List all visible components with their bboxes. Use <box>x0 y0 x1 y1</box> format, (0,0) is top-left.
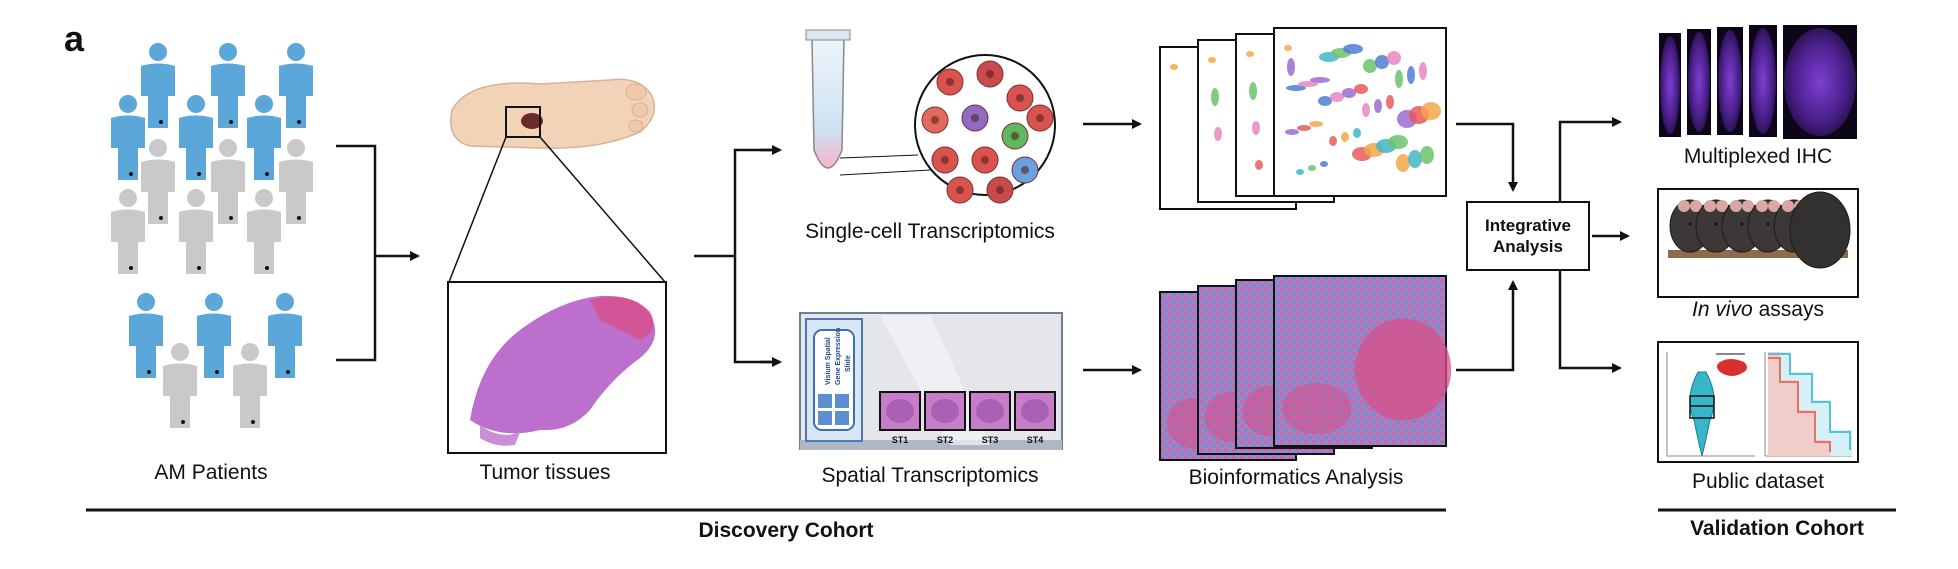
cell-icon <box>1026 104 1054 132</box>
bioinformatics-text: Bioinformatics Analysis <box>1188 466 1404 489</box>
single-cell-illustration <box>805 29 1056 204</box>
cell-icon <box>1011 156 1039 184</box>
arrow-spatial-to-integrative <box>1456 280 1518 372</box>
validation-cohort-text: Validation Cohort <box>1690 517 1864 540</box>
umap-stack <box>1159 27 1447 210</box>
ihc-core-image <box>1685 27 1713 137</box>
cell-icon <box>1001 122 1029 150</box>
multiplexed-ihc-text: Multiplexed IHC <box>1683 145 1833 168</box>
st-section-label: ST1 <box>892 435 909 445</box>
integrative-analysis-box: Integrative Analysis <box>1466 201 1590 271</box>
patient-figure-icon <box>279 43 313 128</box>
in-vivo-text: In vivo assays <box>1692 298 1824 322</box>
in-vivo-italic: In vivo <box>1692 298 1753 321</box>
cell-icon <box>976 60 1004 88</box>
patient-figure-icon <box>233 343 267 428</box>
discovery-cohort-text: Discovery Cohort <box>698 519 874 542</box>
ihc-core-image <box>1715 25 1745 137</box>
visium-slide-text-1: Visium Spatial <box>825 337 832 385</box>
cell-icon <box>1006 84 1034 112</box>
single-cell-text: Single-cell Transcriptomics <box>805 220 1055 243</box>
spatial-text: Spatial Transcriptomics <box>821 464 1039 487</box>
st-section-label: ST4 <box>1027 435 1044 445</box>
patient-figure-icon <box>111 95 145 180</box>
tumor-tissue-image <box>447 281 667 454</box>
foot-illustration <box>448 78 666 283</box>
patient-figure-icon <box>141 139 175 224</box>
cell-icon <box>936 68 964 96</box>
patient-figure-icon <box>141 43 175 128</box>
patient-figure-icon <box>279 139 313 224</box>
spatial-stack <box>1159 275 1452 461</box>
st-section: ST2 <box>924 391 966 445</box>
patient-figure-icon <box>129 293 163 378</box>
patient-figure-icon <box>111 189 145 274</box>
mice-illustration <box>1657 188 1859 298</box>
arrow-to-public <box>1558 271 1622 373</box>
patients-illustration <box>111 43 313 428</box>
visium-slide-illustration: Visium Spatial Gene Expression Slide ST1… <box>799 312 1063 450</box>
st-section-label: ST3 <box>982 435 999 445</box>
public-dataset-plot <box>1657 341 1859 463</box>
patient-figure-icon <box>197 293 231 378</box>
ihc-core-image <box>1781 23 1859 141</box>
ihc-core-image <box>1657 31 1683 139</box>
integrative-line-2: Analysis <box>1493 237 1563 256</box>
st-section-label: ST2 <box>937 435 954 445</box>
patient-figure-icon <box>163 343 197 428</box>
mouse-body-icon <box>1789 191 1851 269</box>
panel-letter: a <box>64 18 85 59</box>
ihc-core-image <box>1747 23 1779 139</box>
flow-arrows <box>336 117 1630 375</box>
patient-figure-icon <box>211 139 245 224</box>
patient-figure-icon <box>268 293 302 378</box>
patient-figure-icon <box>211 43 245 128</box>
cell-icon <box>971 146 999 174</box>
cell-icon <box>921 106 949 134</box>
patient-figure-icon <box>247 95 281 180</box>
split-to-methods <box>694 148 780 364</box>
integrative-line-1: Integrative <box>1485 216 1571 235</box>
st-section: ST4 <box>1014 391 1056 445</box>
cell-icon <box>931 146 959 174</box>
cell-icon <box>946 176 974 204</box>
st-section: ST1 <box>879 391 921 445</box>
patient-figure-icon <box>179 189 213 274</box>
spatial-panel <box>1273 275 1452 447</box>
in-vivo-rest: assays <box>1752 298 1824 321</box>
tumor-tissues-text: Tumor tissues <box>479 461 611 484</box>
umap-panel <box>1273 27 1447 197</box>
patient-figure-icon <box>247 189 281 274</box>
visium-slide-text-3: Slide <box>845 355 852 372</box>
am-patients-text: AM Patients <box>154 461 268 484</box>
cell-icon <box>961 104 989 132</box>
visium-slide-text-2: Gene Expression <box>835 328 842 385</box>
cell-icon <box>986 176 1014 204</box>
st-section: ST3 <box>969 391 1011 445</box>
arrow-to-ihc <box>1558 117 1622 201</box>
arrow-umap-to-integrative <box>1456 122 1518 192</box>
patient-figure-icon <box>179 95 213 180</box>
public-dataset-text: Public dataset <box>1692 470 1824 493</box>
multiplexed-ihc-images <box>1657 23 1859 141</box>
patients-bracket <box>336 144 377 362</box>
